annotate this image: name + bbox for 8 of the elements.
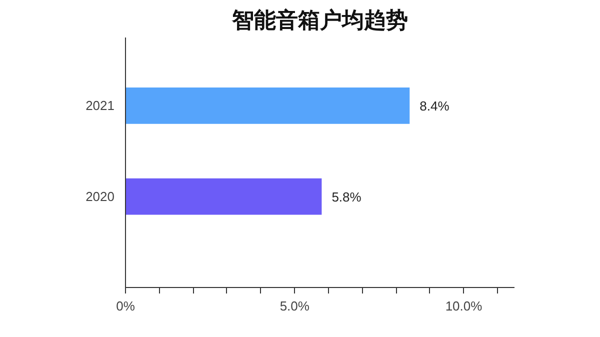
y-tick-label: 2020 [86,189,114,204]
x-tick-label: 10.0% [445,298,483,314]
y-tick-label: 2021 [86,98,114,114]
data-label: 8.4% [420,98,450,114]
data-label: 5.8% [332,190,362,205]
x-tick-label: 0% [116,298,136,314]
x-tick-label: 5.0% [280,298,310,314]
chart-title: 智能音箱户均趋势 [231,8,408,32]
